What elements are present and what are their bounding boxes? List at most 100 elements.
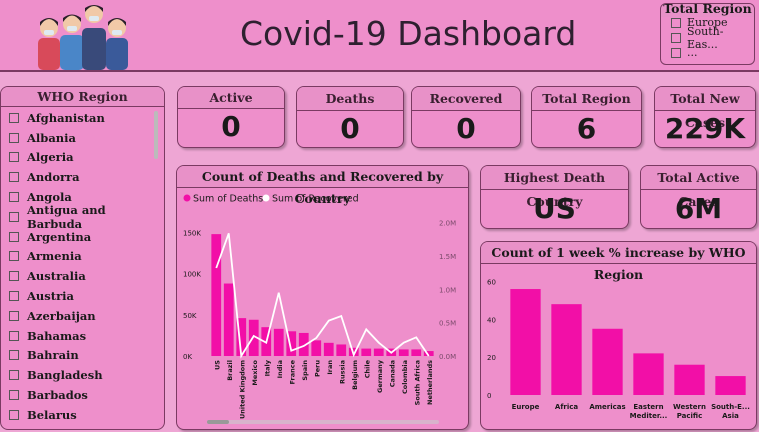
region-label: Algeria — [27, 150, 74, 165]
x-tick-label: Colombia — [401, 360, 409, 394]
checkbox-icon[interactable] — [9, 112, 19, 123]
checkbox-icon[interactable] — [9, 409, 19, 420]
region-list-item[interactable]: Angola — [1, 187, 164, 207]
checkbox-icon[interactable] — [9, 132, 19, 143]
region-label: Afghanistan — [27, 110, 105, 125]
region-list: Afghanistan Albania Algeria Andorra Angola An… — [1, 107, 164, 425]
checkbox-icon[interactable] — [9, 172, 19, 183]
deaths-recovered-chart-card: Count of Deaths and Recovered by Country… — [176, 165, 469, 430]
region-label: Albania — [27, 130, 76, 145]
region-list-item[interactable]: Argentina — [1, 227, 164, 247]
slicer-option[interactable]: Europe — [661, 15, 754, 30]
kpi-label: Total Region — [532, 87, 641, 111]
y2-tick-label: 0.5M — [439, 320, 456, 328]
checkbox-icon[interactable] — [9, 211, 19, 222]
checkbox-icon[interactable] — [9, 192, 19, 203]
y-tick-label: 40 — [487, 316, 496, 324]
kpi-deaths: Deaths 0 — [296, 86, 404, 148]
bar-deaths — [223, 283, 234, 356]
checkbox-icon[interactable] — [9, 310, 19, 321]
checkbox-icon[interactable] — [9, 390, 19, 401]
total-region-slicer[interactable]: Total Region Europe South-Eas... ... — [660, 3, 755, 65]
region-label: Barbados — [27, 388, 88, 403]
checkbox-icon[interactable] — [9, 251, 19, 262]
checkbox-icon[interactable] — [9, 152, 19, 163]
kpi-value: 0 — [340, 112, 360, 145]
bar-deaths — [236, 318, 247, 356]
region-list-item[interactable]: Bangladesh — [1, 365, 164, 385]
region-list-item[interactable]: Andorra — [1, 167, 164, 187]
checkbox-icon[interactable] — [9, 271, 19, 282]
person-4 — [106, 18, 128, 70]
kpi-value: 6 — [576, 112, 597, 145]
legend-label: Sum of Recovered — [272, 194, 359, 205]
bar — [592, 328, 623, 395]
x-tick-label: Russia — [338, 360, 346, 384]
scrollbar[interactable] — [154, 111, 158, 159]
slicer-option[interactable]: ... — [661, 45, 754, 60]
bar — [633, 353, 664, 395]
region-list-item[interactable]: Azerbaijan — [1, 306, 164, 326]
bar-deaths — [361, 348, 372, 356]
bar-deaths — [298, 332, 309, 356]
kpi-value: 0 — [221, 110, 241, 143]
checkbox-icon[interactable] — [9, 231, 19, 242]
legend-label: Sum of Deaths — [193, 194, 263, 205]
deaths-recovered-chart: Sum of Deaths Sum of Recovered 150K 100K 50K… — [183, 194, 456, 424]
region-list-item[interactable]: Antigua and Barbuda — [1, 203, 164, 231]
checkbox-icon[interactable] — [9, 291, 19, 302]
bar — [551, 304, 582, 395]
kpi-label: Active — [178, 87, 284, 109]
region-list-item[interactable]: Albania — [1, 128, 164, 148]
bar-deaths — [423, 351, 434, 356]
slicer-title: Total Region — [661, 4, 754, 17]
horizontal-scrollbar-thumb — [207, 420, 229, 424]
x-tick-label: Italy — [263, 359, 271, 376]
region-list-item[interactable]: Bahrain — [1, 346, 164, 366]
who-region-slicer[interactable]: WHO Region Afghanistan Albania Algeria Ando… — [0, 86, 165, 430]
x-tick-label: Canada — [388, 360, 396, 387]
weekly-increase-chart-card: Count of 1 week % increase by WHO Region… — [480, 241, 757, 430]
region-label: Bahamas — [27, 328, 87, 343]
region-label: Angola — [27, 190, 72, 205]
checkbox-icon[interactable] — [671, 17, 681, 28]
region-list-item[interactable]: Bahamas — [1, 326, 164, 346]
checkbox-icon[interactable] — [9, 350, 19, 361]
checkbox-icon[interactable] — [9, 370, 19, 381]
bar-deaths — [311, 340, 322, 356]
region-list-item[interactable]: Afghanistan — [1, 108, 164, 128]
y-tick-label: 0K — [183, 353, 192, 361]
checkbox-icon[interactable] — [671, 32, 681, 43]
region-list-item[interactable]: Belarus — [1, 405, 164, 425]
region-list-item[interactable]: Armenia — [1, 247, 164, 267]
bar-deaths — [411, 349, 422, 356]
legend-marker-recovered — [262, 194, 270, 202]
person-2 — [60, 14, 84, 70]
bar-deaths — [348, 347, 359, 356]
bar — [674, 364, 705, 395]
x-tick-label: US — [213, 360, 221, 370]
x-tick-label: Europe — [512, 403, 540, 411]
region-label: Australia — [27, 269, 86, 284]
weekly-increase-chart: 60 40 20 0 Europe Africa Americas EasternMedite… — [487, 278, 750, 420]
checkbox-icon[interactable] — [9, 330, 19, 341]
x-tick-label: South-E... — [711, 403, 750, 411]
region-list-item[interactable]: Barbados — [1, 385, 164, 405]
x-tick-label: Mediter... — [630, 412, 668, 420]
checkbox-icon[interactable] — [671, 47, 681, 58]
region-list-item[interactable]: Australia — [1, 266, 164, 286]
region-list-item[interactable]: Algeria — [1, 148, 164, 168]
region-label: Austria — [27, 289, 74, 304]
x-tick-label: United Kingdom — [238, 360, 246, 419]
region-list-item[interactable]: Austria — [1, 286, 164, 306]
kpi-total-region: Total Region 6 — [531, 86, 642, 148]
kpi-label: Deaths — [297, 87, 403, 111]
slicer-option[interactable]: South-Eas... — [661, 25, 754, 51]
y2-tick-label: 2.0M — [439, 220, 456, 228]
bar — [510, 289, 541, 395]
page-title: Covid-19 Dashboard — [240, 14, 577, 53]
x-tick-label: Mexico — [251, 359, 259, 385]
kpi-label: Total Active Cases — [641, 166, 756, 209]
kpi-value: 229K — [664, 112, 746, 145]
x-tick-label: Iran — [326, 360, 334, 375]
